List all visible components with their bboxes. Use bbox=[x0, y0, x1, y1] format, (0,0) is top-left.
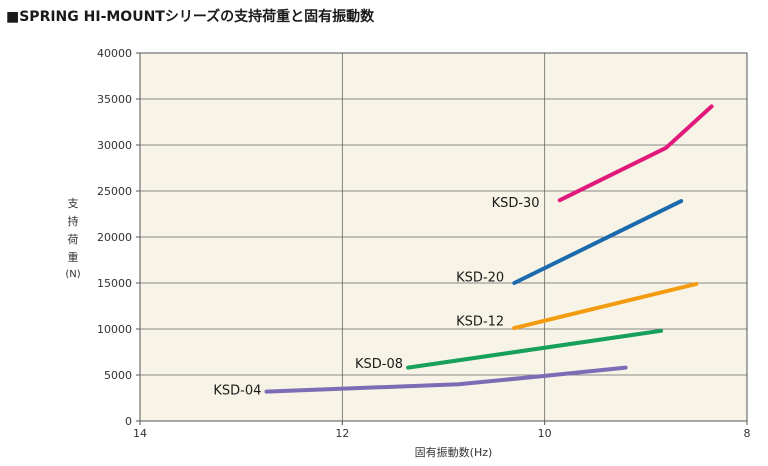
y-tick-label: 20000 bbox=[97, 231, 132, 244]
y-tick-label: 40000 bbox=[97, 47, 132, 60]
series-label-ksd-12: KSD-12 bbox=[456, 315, 504, 330]
x-tick-label: 10 bbox=[538, 427, 552, 440]
grid bbox=[140, 53, 747, 421]
series-labels: KSD-04 KSD-08 KSD-12 KSD-20 KSD-30 bbox=[213, 196, 539, 399]
x-tick-label: 14 bbox=[133, 427, 147, 440]
x-tick-label: 12 bbox=[335, 427, 349, 440]
series-lines bbox=[264, 104, 714, 394]
x-axis-label: 固有振動数(Hz) bbox=[415, 445, 493, 459]
series-label-ksd-30: KSD-30 bbox=[492, 196, 540, 211]
series-label-ksd-04: KSD-04 bbox=[213, 384, 261, 399]
series-line-ksd-20 bbox=[512, 199, 684, 285]
y-tick-label: 15000 bbox=[97, 277, 132, 290]
chart-title: ■SPRING HI-MOUNTシリーズの支持荷重と固有振動数 bbox=[6, 9, 375, 25]
series-label-ksd-08: KSD-08 bbox=[355, 357, 403, 372]
series-label-ksd-20: KSD-20 bbox=[456, 271, 504, 286]
series-line-ksd-30 bbox=[557, 104, 714, 203]
series-line-ksd-12 bbox=[512, 281, 699, 331]
x-tick-label: 8 bbox=[744, 427, 751, 440]
y-tick-label: 10000 bbox=[97, 323, 132, 336]
series-line-ksd-08 bbox=[406, 328, 663, 370]
y-axis-label: 支持荷重 bbox=[68, 197, 79, 264]
x-axis: 14 12 10 8 bbox=[133, 421, 751, 440]
series-line-ksd-04 bbox=[264, 365, 628, 394]
y-tick-label: 0 bbox=[125, 415, 132, 428]
y-axis: 0 5000 10000 15000 20000 25000 30000 35000 40000 bbox=[97, 47, 140, 428]
y-axis-unit: (N) bbox=[65, 269, 80, 280]
y-tick-label: 5000 bbox=[104, 369, 132, 382]
y-tick-label: 35000 bbox=[97, 93, 132, 106]
y-tick-label: 30000 bbox=[97, 139, 132, 152]
y-tick-label: 25000 bbox=[97, 185, 132, 198]
